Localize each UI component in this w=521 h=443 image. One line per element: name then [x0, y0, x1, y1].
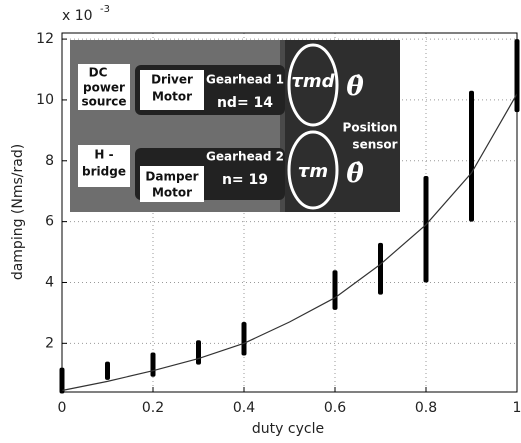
x-tick-label: 1	[513, 400, 521, 416]
y-axis-label: damping (Nms/rad)	[10, 144, 26, 280]
y-tick-label: 6	[45, 214, 54, 230]
inset-label: power	[83, 81, 125, 95]
x-tick-label: 0.6	[324, 400, 346, 416]
y-tick-label: 2	[45, 335, 54, 351]
y-tick-label: 10	[36, 92, 54, 108]
data-range	[241, 322, 247, 356]
y-tick-label: 4	[45, 274, 54, 290]
inset-label: nd= 14	[217, 95, 273, 111]
inset-label: Driver	[151, 73, 193, 87]
inset-label: source	[81, 95, 126, 109]
data-range	[378, 242, 383, 295]
inset-label: Motor	[152, 90, 192, 104]
x-tick-label: 0.2	[142, 400, 164, 416]
inset-label: DC	[89, 66, 108, 80]
axis-frame	[61, 32, 518, 393]
inset-label: H -	[94, 148, 113, 162]
label-box	[140, 166, 204, 202]
inset-label: Position	[343, 121, 398, 135]
fit-line	[61, 93, 518, 392]
label-box	[140, 70, 204, 110]
inset-symbol: θ̇	[346, 72, 364, 102]
inset-symbol: τmd	[291, 71, 335, 92]
photo-right	[285, 40, 400, 212]
multiplier: x 10	[62, 8, 93, 24]
x-tick-label: 0	[58, 400, 67, 416]
multiplier-exponent: -3	[100, 4, 110, 15]
x-tick-label: 0.8	[415, 400, 437, 416]
x-axis-label: duty cycle	[252, 421, 324, 437]
y-tick-label: 12	[36, 31, 54, 47]
inset-label: bridge	[82, 165, 126, 179]
label-box	[78, 64, 130, 110]
x-tick-label: 0.4	[233, 400, 255, 416]
y-tick-label: 8	[45, 153, 54, 169]
inset-label: n= 19	[222, 172, 268, 188]
data-range	[196, 340, 201, 365]
inset-symbol: τm	[298, 161, 328, 182]
inset-label: sensor	[352, 138, 397, 152]
inset-label: Gearhead 1	[206, 73, 284, 87]
inset-photo: DC power source Driver Motor Gearhead 1 …	[70, 40, 400, 212]
data-range	[105, 361, 110, 380]
data-range	[332, 270, 338, 310]
data-range	[150, 352, 156, 377]
inset-symbol: θ̇	[346, 159, 364, 189]
data-range	[423, 175, 429, 283]
data-range	[469, 90, 474, 222]
rotation-circle	[287, 130, 339, 210]
inset-label: Damper	[145, 170, 198, 184]
inset-label: Gearhead 2	[206, 150, 284, 164]
rotation-circle	[287, 43, 339, 127]
inset-label: Motor	[152, 186, 192, 200]
label-box	[78, 145, 130, 187]
